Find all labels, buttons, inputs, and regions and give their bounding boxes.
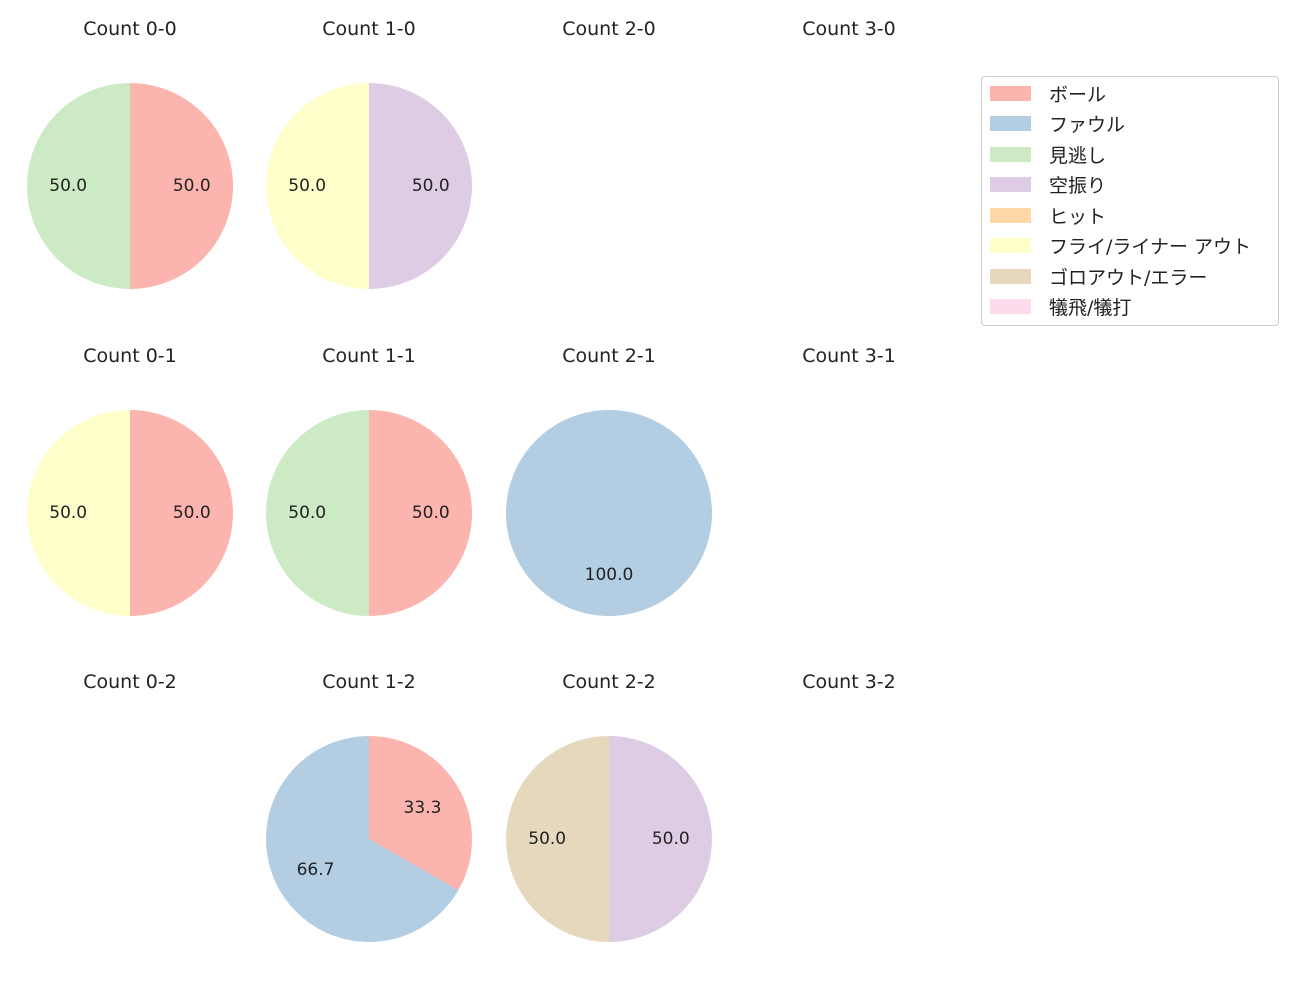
pie-slice — [609, 736, 712, 942]
pie-slice-label: 50.0 — [173, 176, 211, 196]
pie-slice — [369, 83, 472, 289]
pie-slice-label: 50.0 — [49, 176, 87, 196]
legend-item: ヒット — [990, 203, 1107, 228]
pie-slice — [506, 410, 712, 616]
pie-slice-label: 50.0 — [652, 829, 690, 849]
legend-label: ヒット — [1049, 205, 1107, 228]
pie-slice — [369, 410, 472, 616]
pie-8: Count 3-1 — [802, 345, 896, 367]
pie-title: Count 3-1 — [802, 345, 896, 367]
legend-label: ボール — [1049, 83, 1107, 106]
legend-swatch — [990, 177, 1031, 192]
pie-title: Count 0-2 — [83, 671, 177, 693]
legend-swatch — [990, 268, 1031, 284]
pie-title: Count 2-0 — [562, 18, 656, 40]
pie-slice-label: 33.3 — [404, 798, 442, 818]
pie-slice-label: 50.0 — [49, 503, 87, 523]
pie-slice — [506, 736, 609, 942]
pie-slice — [266, 410, 369, 616]
pie-4: Count 3-0 — [802, 18, 896, 40]
pie-10: Count 1-2 33.3 66.7 — [266, 671, 472, 943]
pie-title: Count 0-1 — [83, 345, 177, 367]
legend-swatch — [990, 238, 1031, 253]
pie-12: Count 3-2 — [802, 671, 896, 693]
pie-6: Count 1-1 50.0 50.0 — [266, 345, 472, 616]
pie-slice-label: 50.0 — [528, 829, 566, 849]
pie-11: Count 2-2 50.0 50.0 — [506, 671, 712, 942]
pie-title: Count 3-0 — [802, 18, 896, 40]
pie-slice — [369, 736, 472, 891]
legend-swatch — [990, 299, 1031, 314]
pie-7: Count 2-1 100.0 — [506, 345, 712, 616]
legend-label: ファウル — [1049, 114, 1126, 136]
pie-slice — [27, 410, 130, 616]
pie-slice-label: 66.7 — [297, 860, 335, 880]
legend-item: ファウル — [990, 112, 1125, 136]
legend-swatch — [990, 116, 1031, 131]
legend-label: 空振り — [1049, 175, 1107, 197]
pie-title: Count 1-1 — [322, 345, 416, 367]
pie-slice-label: 50.0 — [412, 176, 450, 196]
pie-slice — [27, 83, 130, 289]
pie-slice-label: 50.0 — [288, 176, 326, 196]
pie-1: Count 0-0 50.0 50.0 — [27, 18, 233, 289]
pie-title: Count 1-0 — [322, 18, 416, 40]
pie-slice — [266, 736, 459, 943]
pie-title: Count 1-2 — [322, 671, 416, 693]
pie-9: Count 0-2 — [83, 671, 177, 693]
pie-slice-label: 50.0 — [412, 503, 450, 523]
pie-slice-label: 50.0 — [288, 503, 326, 523]
legend-label: ゴロアウト/エラー — [1049, 266, 1208, 289]
pie-slice — [266, 83, 369, 289]
pie-title: Count 3-2 — [802, 671, 896, 693]
legend-item: フライ/ライナー アウト — [990, 234, 1251, 258]
legend-item: 見逃し — [990, 142, 1107, 167]
legend-label: 犠飛/犠打 — [1049, 297, 1132, 319]
pie-slice — [130, 410, 233, 616]
legend-item: 犠飛/犠打 — [990, 295, 1131, 319]
legend-label: 見逃し — [1049, 144, 1107, 167]
pie-title: Count 2-2 — [562, 671, 656, 693]
legend-item: ボール — [990, 81, 1107, 106]
legend-swatch — [990, 207, 1031, 223]
pie-slice — [130, 83, 233, 289]
legend-label: フライ/ライナー アウト — [1049, 236, 1252, 258]
legend: ボールファウル見逃し空振りヒットフライ/ライナー アウト ゴロアウト/エラー 犠飛/… — [981, 76, 1279, 326]
pie-3: Count 2-0 — [562, 18, 656, 40]
legend-swatch — [990, 146, 1031, 162]
pie-5: Count 0-1 50.0 50.0 — [27, 345, 233, 616]
pie-2: Count 1-0 50.0 50.0 — [266, 18, 472, 289]
legend-swatch — [990, 85, 1031, 101]
legend-item: ゴロアウト/エラー — [990, 264, 1208, 289]
pie-title: Count 2-1 — [562, 345, 656, 367]
pie-slice-label: 50.0 — [173, 503, 211, 523]
legend-item: 空振り — [990, 173, 1106, 197]
pie-slice-label: 100.0 — [585, 565, 634, 585]
pie-title: Count 0-0 — [83, 18, 177, 40]
